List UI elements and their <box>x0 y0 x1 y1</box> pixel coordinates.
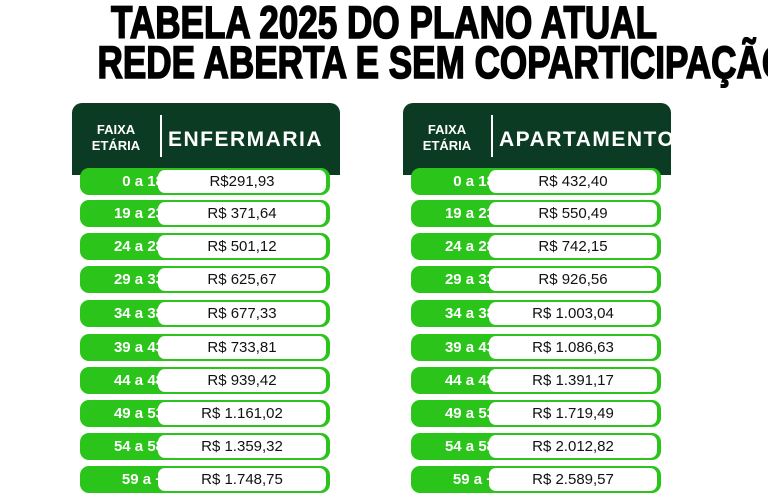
price: R$ 1.086,63 <box>489 336 657 359</box>
table-row: 19 a 23 R$ 550,49 <box>411 200 661 227</box>
plan-name: APARTAMENTO <box>499 128 676 151</box>
age-range: 19 a 23 <box>113 205 164 222</box>
price: R$ 550,49 <box>489 202 657 225</box>
price: R$ 371,64 <box>158 202 326 225</box>
price: R$ 733,81 <box>158 336 326 359</box>
price: R$ 1.719,49 <box>489 402 657 425</box>
price: R$ 677,33 <box>158 302 326 325</box>
price: R$ 1.161,02 <box>158 402 326 425</box>
age-range: 49 a 53 <box>113 405 164 422</box>
table-row: 44 a 48 R$ 939,42 <box>80 367 330 394</box>
table-row: 59 a + R$ 1.748,75 <box>80 466 330 493</box>
table-row: 19 a 23 R$ 371,64 <box>80 200 330 227</box>
price: R$ 926,56 <box>489 268 657 291</box>
age-range: 54 a 58 <box>113 438 164 455</box>
age-range: 29 a 33 <box>113 271 164 288</box>
price: R$ 625,67 <box>158 268 326 291</box>
table-row: 24 a 28 R$ 742,15 <box>411 233 661 260</box>
age-range: 59 a + <box>452 471 495 488</box>
price: R$ 1.003,04 <box>489 302 657 325</box>
price: R$ 2.012,82 <box>489 435 657 458</box>
table-row: 54 a 58 R$ 2.012,82 <box>411 433 661 460</box>
price: R$ 432,40 <box>489 170 657 193</box>
header-divider <box>160 115 162 157</box>
table-row: 44 a 48 R$ 1.391,17 <box>411 367 661 394</box>
price: R$ 742,15 <box>489 235 657 258</box>
price: R$ 939,42 <box>158 369 326 392</box>
table-row: 54 a 58 R$ 1.359,32 <box>80 433 330 460</box>
age-range: 49 a 53 <box>444 405 495 422</box>
age-range: 19 a 23 <box>444 205 495 222</box>
price: R$ 1.359,32 <box>158 435 326 458</box>
age-range: 24 a 28 <box>444 238 495 255</box>
age-range: 44 a 48 <box>444 372 495 389</box>
table-row: 49 a 53 R$ 1.719,49 <box>411 400 661 427</box>
age-range: 44 a 48 <box>113 372 164 389</box>
price: R$ 1.748,75 <box>158 468 326 491</box>
age-range-header: FAIXA ETÁRIA <box>91 122 141 153</box>
price: R$ 1.391,17 <box>489 369 657 392</box>
age-range: 0 a 18 <box>453 173 495 190</box>
table-row: 29 a 33 R$ 625,67 <box>80 266 330 293</box>
age-range: 54 a 58 <box>444 438 495 455</box>
title-line-2: REDE ABERTA E SEM COPARTICIPAÇÃO <box>97 37 768 88</box>
table-header: FAIXA ETÁRIA ENFERMARIA <box>72 103 340 175</box>
age-range: 34 a 38 <box>113 305 164 322</box>
age-range: 39 a 43 <box>444 339 495 356</box>
table-row: 34 a 38 R$ 1.003,04 <box>411 300 661 327</box>
price: R$ 2.589,57 <box>489 468 657 491</box>
age-range: 0 a 18 <box>122 173 164 190</box>
age-range: 59 a + <box>121 471 164 488</box>
plan-name: ENFERMARIA <box>168 128 323 151</box>
table-row: 59 a + R$ 2.589,57 <box>411 466 661 493</box>
price: R$291,93 <box>158 170 326 193</box>
table-row: 29 a 33 R$ 926,56 <box>411 266 661 293</box>
table-row: 0 a 18 R$291,93 <box>80 168 330 195</box>
age-range-header: FAIXA ETÁRIA <box>422 122 472 153</box>
table-row: 39 a 43 R$ 733,81 <box>80 334 330 361</box>
table-row: 34 a 38 R$ 677,33 <box>80 300 330 327</box>
table-row: 0 a 18 R$ 432,40 <box>411 168 661 195</box>
table-row: 24 a 28 R$ 501,12 <box>80 233 330 260</box>
price: R$ 501,12 <box>158 235 326 258</box>
title-line-1: TABELA 2025 DO PLANO ATUAL <box>110 0 658 48</box>
age-range: 24 a 28 <box>113 238 164 255</box>
age-range: 34 a 38 <box>444 305 495 322</box>
age-range: 29 a 33 <box>444 271 495 288</box>
header-divider <box>491 115 493 157</box>
table-row: 39 a 43 R$ 1.086,63 <box>411 334 661 361</box>
table-row: 49 a 53 R$ 1.161,02 <box>80 400 330 427</box>
table-header: FAIXA ETÁRIA APARTAMENTO <box>403 103 674 175</box>
age-range: 39 a 43 <box>113 339 164 356</box>
